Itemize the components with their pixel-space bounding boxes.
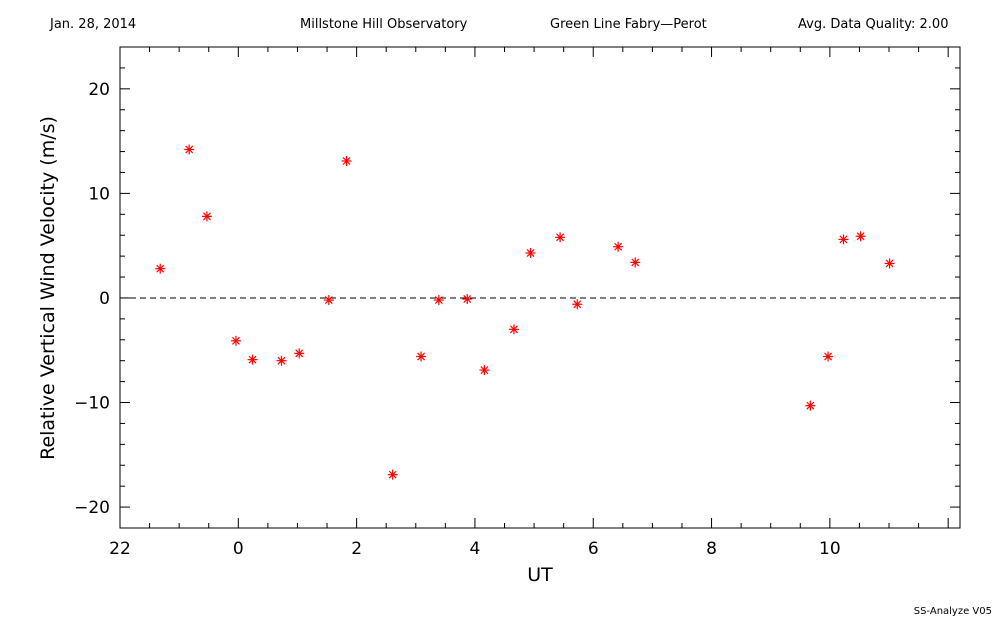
data-point — [416, 351, 427, 362]
data-point — [884, 258, 895, 269]
y-tick-label: −20 — [74, 498, 110, 518]
data-point — [230, 335, 241, 346]
y-tick-label: 0 — [99, 289, 110, 309]
data-point — [433, 295, 444, 306]
header-date: Jan. 28, 2014 — [50, 17, 137, 32]
header-instrument: Green Line Fabry—Perot — [550, 17, 707, 32]
data-point — [525, 247, 536, 258]
data-point — [462, 294, 473, 305]
data-point — [276, 355, 287, 366]
data-point — [613, 241, 624, 252]
header-observatory: Millstone Hill Observatory — [300, 17, 468, 32]
data-point — [387, 469, 398, 480]
x-tick-label: 6 — [588, 539, 599, 559]
y-tick-label: 20 — [88, 80, 110, 100]
x-tick-label: 22 — [109, 539, 131, 559]
data-point — [630, 257, 641, 268]
y-tick-label: −10 — [74, 394, 110, 414]
data-point — [247, 354, 258, 365]
data-point — [838, 234, 849, 245]
axis-tick-labels: 22 0 2 4 6 8 10 −20 −10 0 10 20 — [74, 80, 841, 559]
data-point — [201, 211, 212, 222]
data-point — [572, 299, 583, 310]
x-tick-label: 4 — [470, 539, 481, 559]
data-point — [323, 295, 334, 306]
data-point — [823, 351, 834, 362]
data-point — [294, 348, 305, 359]
data-point — [479, 365, 490, 376]
x-tick-label: 8 — [706, 539, 717, 559]
y-tick-label: 10 — [88, 184, 110, 204]
axis-ticks — [119, 46, 960, 529]
software-version: SS-Analyze V05 — [913, 606, 992, 617]
data-point — [155, 263, 166, 274]
data-point — [508, 324, 519, 335]
header-data-quality: Avg. Data Quality: 2.00 — [798, 17, 949, 32]
data-point — [184, 144, 195, 155]
data-point — [855, 231, 866, 242]
x-tick-label: 0 — [233, 539, 244, 559]
x-axis-title: UT — [527, 564, 553, 586]
data-points — [155, 144, 895, 480]
plot-frame — [119, 46, 961, 529]
data-point — [805, 400, 816, 411]
x-tick-label: 2 — [351, 539, 362, 559]
data-point — [341, 155, 352, 166]
y-axis-title: Relative Vertical Wind Velocity (m/s) — [37, 116, 59, 460]
x-tick-label: 10 — [819, 539, 841, 559]
data-point — [555, 232, 566, 243]
